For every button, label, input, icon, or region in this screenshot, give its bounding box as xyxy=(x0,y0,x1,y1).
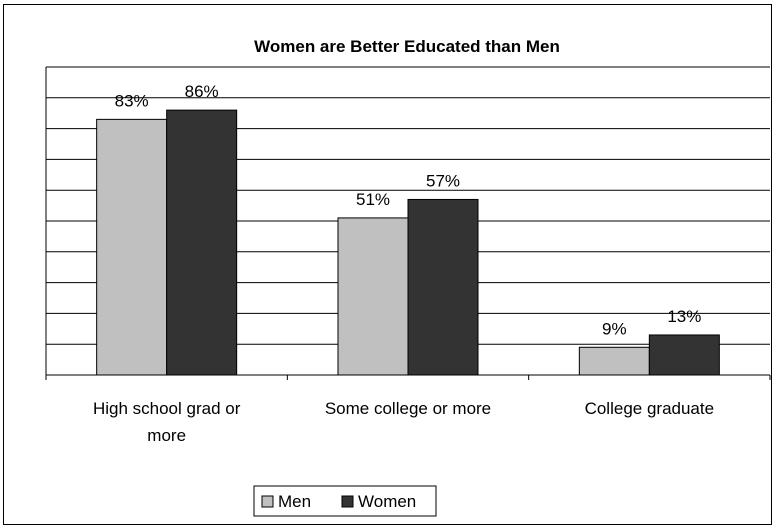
legend-swatch-men xyxy=(261,495,274,508)
data-label: 57% xyxy=(426,171,460,190)
legend: Men Women xyxy=(253,485,437,517)
category-label: more xyxy=(147,426,186,445)
category-label: College graduate xyxy=(585,399,714,418)
data-label: 13% xyxy=(667,307,701,326)
chart-title: Women are Better Educated than Men xyxy=(254,37,560,56)
bar-men-1 xyxy=(337,217,409,376)
legend-label-men: Men xyxy=(278,492,311,511)
bar-women-0 xyxy=(166,109,238,376)
bar-women-1 xyxy=(407,198,479,376)
bar-men-2 xyxy=(578,346,650,376)
data-label: 83% xyxy=(115,91,149,110)
data-label: 86% xyxy=(185,82,219,101)
data-label: 51% xyxy=(356,190,390,209)
bar-men-0 xyxy=(96,118,168,376)
data-label: 9% xyxy=(602,319,627,338)
bar-women-2 xyxy=(648,334,720,376)
legend-swatch-women xyxy=(341,495,354,508)
plot-area: 83% 86% High school grad or more 51% 57% Some … xyxy=(45,66,771,445)
category-label: Some college or more xyxy=(325,399,491,418)
legend-label-women: Women xyxy=(358,492,416,511)
category-label: High school grad or xyxy=(93,399,241,418)
